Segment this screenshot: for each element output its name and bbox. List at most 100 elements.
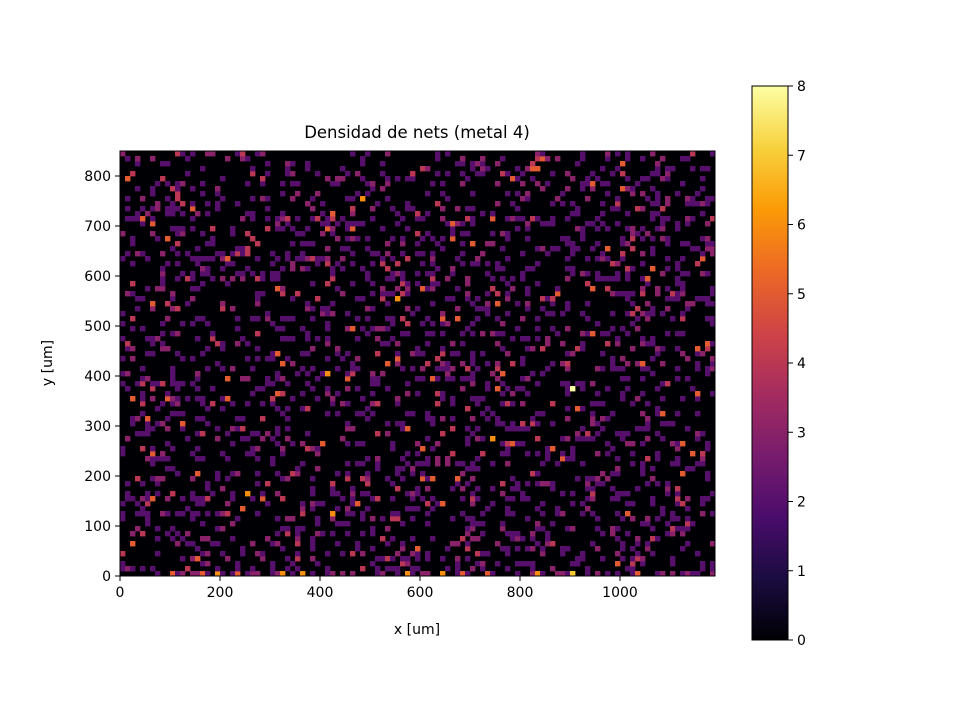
heatmap-cell — [470, 161, 476, 167]
heatmap-cell — [475, 171, 481, 177]
heatmap-cell — [335, 176, 341, 182]
heatmap-cell — [435, 441, 441, 447]
heatmap-cell — [150, 426, 156, 432]
heatmap-cell — [335, 411, 341, 417]
heatmap-cell — [335, 181, 341, 187]
heatmap-cell — [225, 556, 231, 562]
heatmap-cell — [170, 226, 176, 232]
heatmap-cell — [415, 351, 421, 357]
heatmap-cell — [370, 281, 376, 287]
heatmap-cell — [620, 356, 626, 362]
heatmap-cell — [215, 476, 221, 482]
x-tick-label: 600 — [407, 585, 434, 601]
heatmap-cell — [165, 261, 171, 267]
heatmap-cell — [595, 476, 601, 482]
heatmap-cell — [320, 256, 326, 262]
heatmap-cell — [460, 161, 466, 167]
heatmap-cell — [190, 516, 196, 522]
heatmap-cell — [580, 461, 586, 467]
heatmap-cell — [540, 526, 546, 532]
heatmap-cell — [680, 286, 686, 292]
heatmap-cell — [220, 511, 226, 517]
heatmap-cell — [630, 556, 636, 562]
heatmap-cell — [295, 256, 301, 262]
heatmap-cell — [125, 291, 131, 297]
heatmap-cell — [580, 426, 586, 432]
heatmap-cell — [400, 281, 406, 287]
heatmap-cell — [175, 471, 181, 477]
heatmap-cell — [130, 281, 136, 287]
heatmap-cell — [440, 366, 446, 372]
heatmap-cell — [220, 251, 226, 257]
heatmap-cell — [605, 191, 611, 197]
heatmap-cell — [120, 511, 126, 517]
heatmap-cell — [160, 251, 166, 257]
heatmap-cell — [540, 186, 546, 192]
heatmap-cell — [660, 346, 666, 352]
heatmap-cell — [320, 531, 326, 537]
heatmap-cell — [485, 551, 491, 557]
heatmap-cell — [315, 501, 321, 507]
heatmap-cell — [540, 151, 546, 157]
heatmap-cell — [650, 251, 656, 257]
heatmap-cell — [280, 546, 286, 552]
heatmap-cell — [660, 226, 666, 232]
heatmap-cell — [585, 301, 591, 307]
heatmap-cell — [425, 476, 431, 482]
heatmap-cell — [300, 571, 306, 577]
heatmap-cell — [325, 321, 331, 327]
heatmap-cell — [470, 191, 476, 197]
heatmap-cell — [335, 366, 341, 372]
heatmap-cell — [345, 476, 351, 482]
heatmap-cell — [630, 231, 636, 237]
heatmap-cell — [460, 361, 466, 367]
heatmap-cell — [610, 496, 616, 502]
heatmap-cell — [605, 286, 611, 292]
heatmap-cell — [585, 566, 591, 572]
heatmap-cell — [360, 266, 366, 272]
heatmap-cell — [260, 496, 266, 502]
heatmap-cell — [615, 561, 621, 567]
heatmap-cell — [480, 566, 486, 572]
heatmap-cell — [380, 226, 386, 232]
heatmap-cell — [680, 241, 686, 247]
heatmap-cell — [580, 151, 586, 157]
heatmap-cell — [580, 346, 586, 352]
heatmap-cell — [705, 476, 711, 482]
heatmap-cell — [665, 171, 671, 177]
heatmap-cell — [690, 216, 696, 222]
heatmap-cell — [495, 261, 501, 267]
heatmap-cell — [565, 381, 571, 387]
heatmap-cell — [700, 236, 706, 242]
heatmap-cell — [465, 376, 471, 382]
heatmap-cell — [615, 471, 621, 477]
heatmap-cell — [430, 251, 436, 257]
heatmap-cell — [695, 191, 701, 197]
heatmap-cell — [605, 331, 611, 337]
heatmap-cell — [585, 221, 591, 227]
heatmap-cell — [265, 161, 271, 167]
heatmap-cell — [435, 151, 441, 157]
heatmap-cell — [315, 191, 321, 197]
heatmap-cell — [290, 471, 296, 477]
y-tick-label: 600 — [84, 269, 111, 285]
heatmap-cell — [440, 181, 446, 187]
heatmap-cell — [400, 466, 406, 472]
heatmap-cell — [135, 511, 141, 517]
heatmap-cell — [140, 196, 146, 202]
heatmap-cell — [530, 546, 536, 552]
heatmap-cell — [385, 176, 391, 182]
heatmap-cell — [185, 566, 191, 572]
heatmap-cell — [325, 566, 331, 572]
heatmap-cell — [675, 281, 681, 287]
heatmap-cell — [510, 496, 516, 502]
heatmap-cell — [505, 546, 511, 552]
heatmap-cell — [360, 326, 366, 332]
heatmap-cell — [205, 151, 211, 157]
heatmap-cell — [520, 561, 526, 567]
heatmap-cell — [240, 246, 246, 252]
heatmap-cell — [485, 361, 491, 367]
heatmap-cell — [565, 276, 571, 282]
heatmap-cell — [240, 416, 246, 422]
heatmap-cell — [565, 526, 571, 532]
